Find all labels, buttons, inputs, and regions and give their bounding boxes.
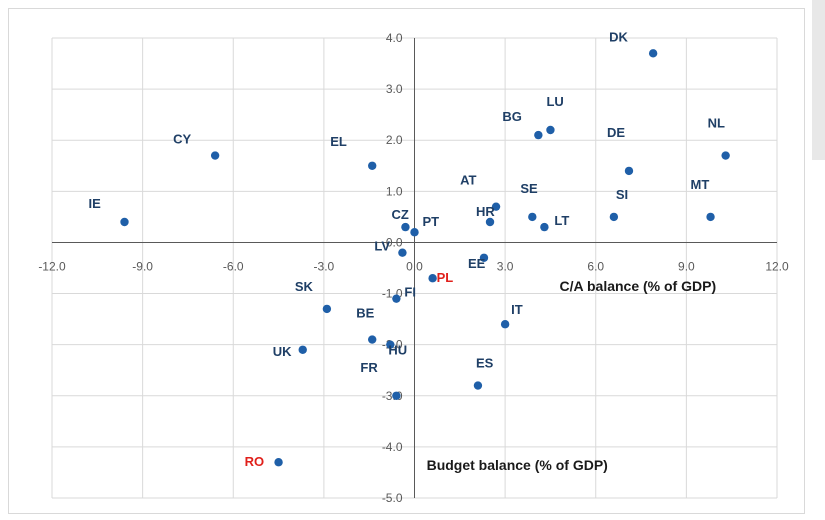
point-label-at: AT	[460, 173, 476, 188]
data-point-cz	[401, 222, 410, 232]
chart-frame	[8, 8, 805, 514]
point-label-el: EL	[330, 134, 347, 149]
data-point-hu	[386, 340, 395, 349]
x-tick-label: 0.0	[406, 259, 423, 273]
point-label-si: SI	[616, 187, 628, 202]
y-tick-label: 0.0	[386, 235, 403, 249]
data-point-ie	[120, 217, 129, 227]
x-tick-label: 3.0	[497, 259, 514, 273]
data-point-el	[368, 161, 377, 170]
point-label-se: SE	[520, 181, 538, 196]
data-point-lt	[540, 222, 549, 232]
point-label-fi: FI	[404, 285, 416, 300]
point-label-dk: DK	[609, 29, 628, 44]
point-label-hu: HU	[388, 343, 407, 358]
x-tick-label: -6.0	[223, 259, 244, 273]
data-point-nl	[721, 151, 730, 160]
data-point-se	[528, 212, 537, 222]
data-point-sk	[322, 304, 332, 314]
y-tick-label: 1.0	[386, 184, 403, 198]
data-point-si	[609, 212, 619, 222]
data-point-hr	[485, 217, 495, 227]
point-label-lt: LT	[554, 213, 569, 228]
data-point-fr	[392, 391, 401, 400]
data-point-cy	[210, 151, 220, 160]
point-label-ro: RO	[245, 454, 265, 469]
data-point-be	[368, 335, 377, 344]
point-label-pl: PL	[437, 270, 454, 285]
point-label-mt: MT	[691, 177, 710, 192]
point-label-pt: PT	[423, 214, 440, 229]
point-label-cy: CY	[173, 132, 191, 147]
point-label-cz: CZ	[391, 207, 408, 222]
data-point-ee	[479, 253, 489, 262]
x-tick-label: 12.0	[765, 259, 789, 273]
data-point-mt	[706, 212, 715, 222]
data-point-de	[624, 166, 634, 176]
x-tick-label: 6.0	[587, 259, 604, 273]
point-label-bg: BG	[502, 109, 521, 124]
x-tick-label: 9.0	[678, 259, 695, 273]
y-tick-labels: 4.03.02.01.00.0-1.0-2.0-3.0-4.0-5.0	[382, 31, 403, 505]
point-label-ie: IE	[89, 196, 102, 211]
axes	[52, 38, 777, 498]
data-point-at	[491, 202, 501, 211]
point-label-nl: NL	[708, 116, 725, 131]
y-tick-label: 2.0	[386, 133, 403, 147]
point-label-ee: EE	[468, 256, 486, 271]
point-label-es: ES	[476, 356, 494, 371]
y-tick-label: -5.0	[382, 491, 403, 505]
data-points	[120, 49, 730, 467]
x-tick-label: -9.0	[132, 259, 153, 273]
point-label-de: DE	[607, 125, 625, 140]
data-point-lv	[398, 248, 407, 257]
data-point-bg	[534, 130, 543, 140]
data-point-lu	[546, 125, 555, 135]
point-label-it: IT	[511, 302, 523, 317]
point-label-lu: LU	[546, 94, 563, 109]
data-point-pl	[428, 274, 437, 283]
data-point-dk	[648, 49, 658, 58]
point-label-fr: FR	[360, 360, 378, 375]
y-tick-label: 3.0	[386, 82, 403, 96]
y-tick-label: -4.0	[382, 440, 403, 454]
data-point-uk	[298, 345, 307, 354]
point-label-uk: UK	[273, 344, 292, 359]
data-point-fi	[392, 294, 401, 303]
data-point-pt	[410, 228, 419, 237]
x-axis-title: C/A balance (% of GDP)	[560, 278, 717, 294]
data-point-it	[500, 320, 510, 329]
point-label-hr: HR	[476, 204, 495, 219]
point-label-be: BE	[356, 306, 374, 321]
point-labels: DK LU BG NL DE CY EL IE AT SE LT SI MT CZ PT HR LV EE PL FI…	[89, 29, 726, 469]
data-point-ro	[274, 458, 283, 467]
y-axis-title: Budget balance (% of GDP)	[427, 457, 608, 473]
point-label-lv: LV	[374, 239, 390, 254]
point-label-sk: SK	[295, 279, 314, 294]
side-strip	[812, 0, 825, 160]
x-tick-label: -12.0	[38, 259, 66, 273]
y-tick-label: 4.0	[386, 31, 403, 45]
x-tick-label: -3.0	[314, 259, 335, 273]
data-point-es	[473, 381, 483, 390]
x-tick-labels: -12.0 -9.0 -6.0 -3.0 0.0 3.0 6.0 9.0 12.0	[38, 259, 789, 273]
